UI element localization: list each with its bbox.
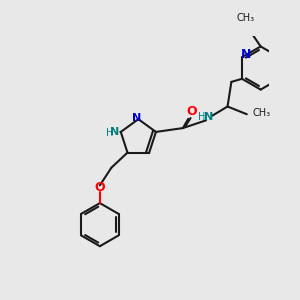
Text: N: N bbox=[204, 112, 214, 122]
Text: N: N bbox=[110, 127, 119, 137]
Text: H: H bbox=[106, 128, 114, 138]
Text: O: O bbox=[186, 105, 197, 119]
Text: CH₃: CH₃ bbox=[236, 14, 254, 23]
Text: CH₃: CH₃ bbox=[253, 108, 271, 118]
Text: N: N bbox=[241, 48, 251, 61]
Text: O: O bbox=[94, 181, 105, 194]
Text: H: H bbox=[198, 112, 206, 122]
Text: N: N bbox=[132, 112, 141, 123]
